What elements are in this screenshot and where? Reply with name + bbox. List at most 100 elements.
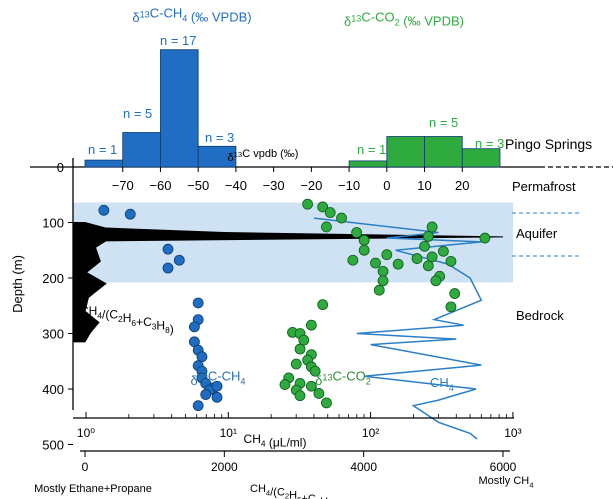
- co2-delta-point: [358, 234, 370, 246]
- ch4-delta-point: [211, 391, 223, 403]
- ch4-delta-point: [173, 254, 185, 266]
- zone-label-bedrock: Bedrock: [516, 308, 564, 323]
- co2-hist-count-label: n = 5: [429, 115, 458, 130]
- zone-label-permafrost: Permafrost: [512, 179, 576, 194]
- co2-hist-bar: [348, 160, 388, 168]
- co2-delta-point: [347, 254, 359, 266]
- delta-axis-label: δ13C vpdb (‰): [228, 148, 299, 164]
- co2-hist-title: δ13C-CO2 (‰ VPDB): [344, 9, 464, 29]
- co2-delta-point: [336, 212, 347, 224]
- ratio-axis-tick-label: 0: [82, 460, 89, 474]
- co2-delta-point: [309, 365, 321, 377]
- co2-delta-point: [313, 388, 325, 399]
- ch4-delta-point: [200, 389, 212, 400]
- co2-delta-point: [351, 227, 363, 238]
- depth-tick-label: 400: [42, 382, 64, 397]
- co2-delta-point: [426, 221, 438, 233]
- co2-delta-point: [381, 249, 393, 261]
- co2-delta-point: [479, 232, 491, 244]
- co2-delta-point: [370, 257, 381, 269]
- ratio-axis-title: CH4/(C2H6+C3H8): [250, 483, 336, 499]
- ch4-delta-point: [192, 400, 204, 412]
- ratio-axis-tick-label: 4000: [350, 460, 377, 474]
- ratio-axis-tick-label: 2000: [211, 460, 238, 474]
- ch4-hist-bar: [84, 159, 124, 168]
- co2-delta-point: [305, 380, 317, 392]
- aquifer-band: [73, 202, 513, 283]
- co2-delta-point: [321, 221, 332, 233]
- delta-axis-tick-label: −40: [225, 178, 247, 193]
- co2-delta-series-label: δ13C-CO2: [315, 368, 371, 388]
- ch4-delta-point: [192, 297, 204, 309]
- ch4-hist-title: δ13C-CH4 (‰ VPDB): [132, 5, 251, 25]
- depth-tick-label: 100: [42, 216, 64, 231]
- delta-axis-tick-label: −20: [300, 178, 322, 193]
- co2-delta-point: [426, 251, 438, 263]
- depth-tick-label: 300: [42, 327, 64, 342]
- co2-delta-point: [298, 334, 310, 346]
- co2-delta-point: [279, 379, 291, 390]
- co2-delta-point: [294, 390, 306, 402]
- co2-delta-point: [445, 255, 457, 267]
- co2-delta-point: [377, 265, 389, 277]
- co2-delta-point: [317, 299, 329, 311]
- ch4-hist-count-label: n = 5: [123, 106, 152, 121]
- co2-delta-point: [430, 275, 442, 287]
- ch4-delta-point: [124, 208, 136, 220]
- ch4-hist-count-label: n = 3: [205, 130, 234, 145]
- ratio-axis-left-caption: Mostly Ethane+Propane: [34, 483, 152, 495]
- co2-delta-point: [377, 275, 389, 287]
- ch4-delta-point: [162, 262, 174, 274]
- co2-delta-point: [290, 358, 302, 370]
- co2-delta-point: [305, 319, 317, 331]
- delta-axis-tick-label: −30: [263, 178, 285, 193]
- co2-delta-point: [294, 343, 306, 355]
- ch4-delta-point: [162, 243, 174, 255]
- co2-hist-count-label: n = 1: [357, 142, 386, 157]
- ratio-axis-tick-label: 6000: [490, 460, 517, 474]
- co2-delta-point: [373, 284, 385, 296]
- delta-axis-tick-label: −50: [187, 178, 209, 193]
- ch4-delta-point: [98, 204, 110, 216]
- zone-label-aquifer: Aquifer: [516, 226, 558, 241]
- co2-delta-point: [358, 244, 370, 256]
- ch4-concentration-line: [313, 217, 483, 440]
- co2-hist-count-label: n = 3: [475, 136, 504, 151]
- co2-hist-bar: [424, 136, 463, 168]
- ch4-axis-tick-label: 10⁰: [77, 426, 95, 440]
- co2-delta-point: [411, 253, 423, 264]
- delta-axis-tick-label: −10: [338, 178, 360, 193]
- depth-axis-title: Depth (m): [10, 255, 25, 313]
- ch4-axis-tick-label: 10¹: [220, 426, 237, 440]
- co2-delta-point: [419, 240, 430, 252]
- delta-axis-tick-label: 0: [383, 178, 390, 193]
- ch4-hist-count-label: n = 1: [88, 142, 117, 157]
- ch4-axis-tick-label: 10²: [362, 426, 379, 440]
- ch4-line-label: CH4: [430, 375, 454, 393]
- co2-hist-bar: [461, 148, 501, 168]
- co2-delta-point: [392, 258, 404, 270]
- depth-tick-label: 500: [42, 438, 64, 453]
- co2-delta-point: [445, 301, 457, 313]
- co2-delta-point: [321, 397, 332, 409]
- co2-delta-point: [449, 288, 461, 299]
- ratio-axis-right-caption: Mostly CH4: [478, 475, 534, 489]
- depth-tick-label: 0: [57, 160, 64, 175]
- delta-axis-tick-label: 20: [455, 178, 469, 193]
- pingo-springs-label: Pingo Springs: [505, 136, 592, 152]
- co2-delta-point: [317, 201, 329, 213]
- ch4-axis-title: CH4 (μL/ml): [244, 432, 307, 450]
- depth-tick-label: 200: [42, 271, 64, 286]
- ch4-hist-bar: [197, 145, 237, 168]
- ratio-area: [72, 222, 504, 343]
- co2-delta-point: [438, 245, 449, 257]
- co2-delta-point: [422, 230, 434, 242]
- co2-delta-point: [302, 198, 313, 210]
- ch4-delta-point: [196, 351, 208, 363]
- co2-delta-point: [422, 260, 434, 272]
- ch4-hist-bar: [160, 49, 199, 168]
- ch4-delta-series-label: δ13C-CH4: [191, 368, 246, 388]
- ch4-delta-point: [211, 380, 223, 392]
- delta-axis-tick-label: 10: [417, 178, 431, 193]
